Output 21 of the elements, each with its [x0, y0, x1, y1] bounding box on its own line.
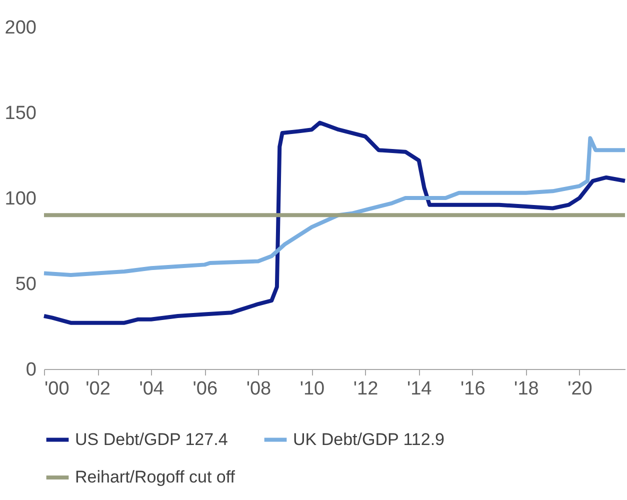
y-tick-label: 150 [4, 103, 36, 124]
y-tick-label: 0 [26, 360, 36, 380]
y-tick-label: 50 [15, 274, 36, 295]
x-tick-label: '04 [139, 378, 164, 400]
legend-label: Reihart/Rogoff cut off [75, 468, 236, 486]
x-tick-label: '16 [460, 378, 486, 400]
legend-label: US Debt/GDP 127.4 [75, 430, 228, 449]
legend-label: UK Debt/GDP 112.9 [293, 430, 445, 449]
x-tick-label: '06 [192, 378, 218, 400]
line-series [42, 120, 627, 325]
x-tick-label: '12 [353, 378, 378, 400]
x-tick-label: '20 [568, 378, 592, 400]
x-tick-label: '00 [44, 378, 70, 400]
x-tick-label: '14 [406, 378, 432, 400]
x-tick-label: '10 [300, 378, 325, 400]
line-series [42, 136, 627, 277]
x-tick-label: '02 [86, 378, 110, 400]
x-tick-label: '08 [246, 378, 272, 400]
y-tick-label: 200 [4, 18, 36, 38]
x-tick-label: '18 [514, 378, 539, 400]
y-tick-label: 100 [4, 188, 36, 210]
